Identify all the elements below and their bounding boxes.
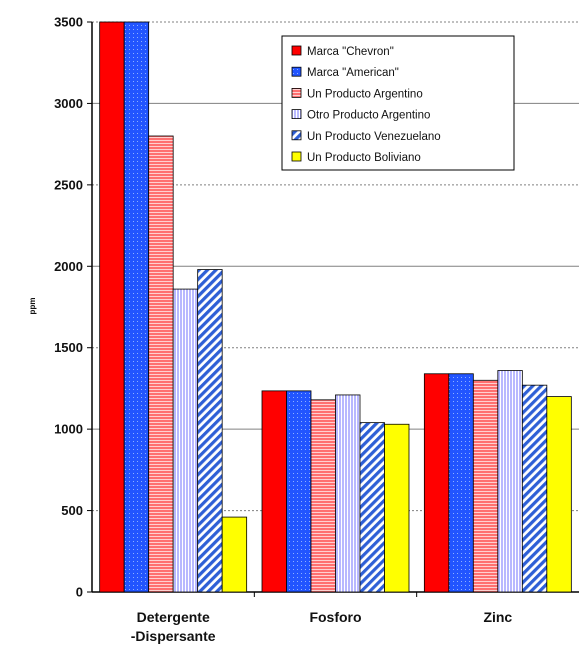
legend: Marca "Chevron" Marca "American" Un Produc…: [281, 35, 515, 171]
bar-0-2: [148, 135, 174, 593]
legend-swatch: [291, 88, 302, 98]
legend-label: Otro Producto Argentino: [307, 110, 430, 122]
bar-0-4: [197, 269, 223, 593]
y-tick-label: 3000: [54, 96, 83, 111]
y-axis-label: ppm: [28, 298, 37, 315]
legend-swatch: [291, 109, 302, 119]
bar-2-4: [521, 384, 548, 593]
legend-label: Marca "Chevron": [307, 46, 394, 58]
x-tick-label: Detergente: [137, 609, 210, 625]
x-tick-label: Zinc: [483, 609, 512, 625]
bar-1-2: [310, 399, 336, 593]
axis-labels: 0 500 1000 1500 2000 2500 3000 3500 ppm Detergent…: [28, 15, 512, 645]
y-tick-label: 2500: [54, 177, 83, 192]
y-tick-label: 3500: [54, 15, 83, 30]
bar-1-3: [335, 394, 361, 593]
bar-1-1: [286, 390, 312, 593]
legend-swatch: [291, 130, 302, 141]
legend-label: Marca "American": [307, 67, 399, 79]
y-tick-label: 0: [76, 585, 83, 600]
legend-label: Un Producto Argentino: [307, 88, 423, 100]
bar-0-1: [123, 21, 150, 593]
legend-label: Un Producto Venezuelano: [307, 131, 441, 143]
y-tick-label: 1000: [54, 422, 83, 437]
legend-label: Un Producto Boliviano: [307, 152, 421, 164]
y-tick-label: 2000: [54, 259, 83, 274]
legend-swatch: [291, 45, 302, 56]
bar-2-3: [497, 370, 523, 593]
y-tick-label: 500: [61, 503, 83, 518]
y-tick-label: 1500: [54, 340, 83, 355]
bar-0-5: [221, 516, 248, 593]
x-tick-label: -Dispersante: [131, 628, 216, 644]
bar-2-2: [472, 379, 499, 593]
legend-swatch: [291, 66, 302, 77]
bar-0-3: [172, 288, 199, 593]
x-tick-label: Fosforo: [309, 609, 361, 625]
bar-1-0: [261, 390, 287, 593]
bar-1-4: [359, 422, 385, 593]
bars: [99, 21, 572, 593]
bar-2-0: [423, 373, 450, 593]
legend-swatch: [291, 151, 302, 162]
bar-2-1: [448, 373, 474, 593]
bar-0-0: [99, 21, 125, 593]
legend-box: [281, 35, 515, 171]
bar-2-5: [546, 396, 572, 593]
bar-1-5: [384, 423, 410, 593]
